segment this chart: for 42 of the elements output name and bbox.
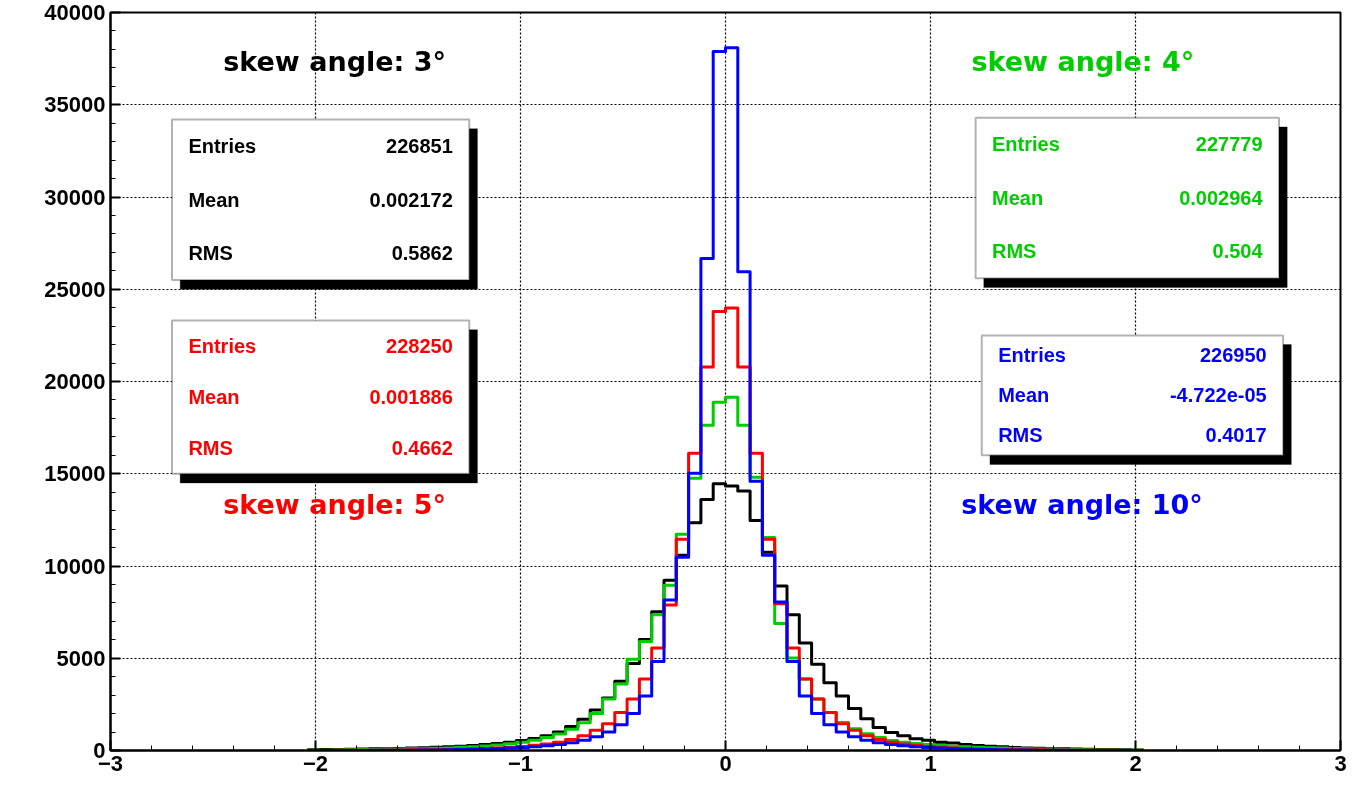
y-tick-label: 5000 xyxy=(56,645,106,671)
x-tick-label: −2 xyxy=(302,750,329,776)
y-tick-label: 35000 xyxy=(44,92,106,118)
annotation: 0.002964 xyxy=(1179,186,1264,209)
annotation: RMS xyxy=(998,424,1043,447)
annotation: RMS xyxy=(992,240,1037,263)
annotation: RMS xyxy=(188,242,233,265)
annotation: Entries xyxy=(188,135,257,158)
annotation: RMS xyxy=(188,437,233,460)
annotation: Mean xyxy=(188,188,240,211)
annotation: 0.002172 xyxy=(369,188,453,211)
annotation: 0.001886 xyxy=(369,386,453,409)
y-tick-label: 40000 xyxy=(44,0,106,25)
x-tick-label: 3 xyxy=(1334,750,1347,776)
annotation: Mean xyxy=(188,386,240,409)
y-tick-label: 25000 xyxy=(44,276,106,302)
annotation: Entries xyxy=(998,344,1066,367)
y-tick-label: 30000 xyxy=(44,184,106,210)
annotation: 226950 xyxy=(1199,344,1267,367)
x-tick-label: −1 xyxy=(507,750,534,776)
annotation: 0.4017 xyxy=(1205,424,1267,447)
annotation: Mean xyxy=(992,186,1044,209)
annotation: 227779 xyxy=(1195,133,1263,156)
y-tick-label: 15000 xyxy=(44,461,106,487)
x-tick-label: 1 xyxy=(924,750,937,776)
text: skew angle: 3° xyxy=(223,46,447,78)
text: skew angle: 5° xyxy=(223,488,447,520)
annotation: 0.5862 xyxy=(391,242,453,265)
x-tick-label: 0 xyxy=(719,750,732,776)
annotation: Mean xyxy=(998,384,1050,407)
annotation: 0.4662 xyxy=(391,437,453,460)
annotation: Entries xyxy=(188,335,257,358)
x-tick-label: 2 xyxy=(1129,750,1142,776)
annotation: Entries xyxy=(992,133,1060,156)
annotation: -4.722e-05 xyxy=(1169,384,1267,407)
y-tick-label: 20000 xyxy=(44,369,106,394)
y-tick-label: 10000 xyxy=(44,553,106,579)
text: skew angle: 4° xyxy=(971,46,1195,78)
text: skew angle: 10° xyxy=(961,488,1203,520)
annotation: 0.504 xyxy=(1212,240,1264,263)
annotation: 228250 xyxy=(386,335,453,358)
annotation: 226851 xyxy=(386,135,453,158)
